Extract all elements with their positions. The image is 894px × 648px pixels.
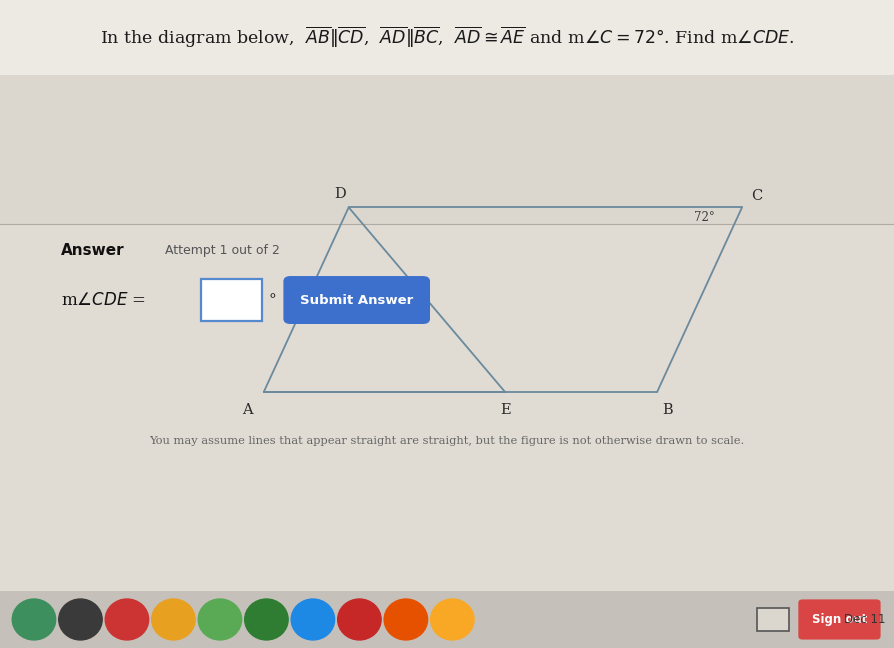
Text: C: C	[751, 189, 762, 203]
Text: 72°: 72°	[694, 211, 715, 224]
Ellipse shape	[198, 599, 241, 640]
Ellipse shape	[105, 599, 148, 640]
Ellipse shape	[431, 599, 474, 640]
Text: Dec 11: Dec 11	[844, 613, 885, 626]
Ellipse shape	[384, 599, 427, 640]
FancyBboxPatch shape	[201, 279, 262, 321]
Ellipse shape	[13, 599, 55, 640]
Text: Submit Answer: Submit Answer	[300, 294, 413, 307]
Ellipse shape	[245, 599, 288, 640]
FancyBboxPatch shape	[798, 599, 881, 640]
FancyBboxPatch shape	[757, 608, 789, 631]
FancyBboxPatch shape	[283, 276, 430, 324]
Ellipse shape	[338, 599, 381, 640]
Ellipse shape	[152, 599, 195, 640]
Text: Attempt 1 out of 2: Attempt 1 out of 2	[165, 244, 280, 257]
Text: Answer: Answer	[61, 243, 124, 259]
Ellipse shape	[291, 599, 334, 640]
Text: m$\angle CDE$ =: m$\angle CDE$ =	[61, 292, 146, 308]
Text: °: °	[268, 293, 276, 307]
Text: In the diagram below,  $\overline{AB} \| \overline{CD}$,  $\overline{AD} \| \ove: In the diagram below, $\overline{AB} \| …	[99, 25, 795, 50]
FancyBboxPatch shape	[0, 591, 894, 648]
FancyBboxPatch shape	[0, 224, 894, 591]
Text: A: A	[242, 403, 253, 417]
Text: E: E	[500, 403, 510, 417]
Ellipse shape	[59, 599, 102, 640]
FancyBboxPatch shape	[0, 0, 894, 75]
Text: You may assume lines that appear straight are straight, but the figure is not ot: You may assume lines that appear straigh…	[149, 435, 745, 446]
Text: B: B	[662, 403, 673, 417]
Text: D: D	[333, 187, 346, 202]
FancyBboxPatch shape	[0, 75, 894, 648]
Text: Sign out: Sign out	[812, 613, 867, 626]
